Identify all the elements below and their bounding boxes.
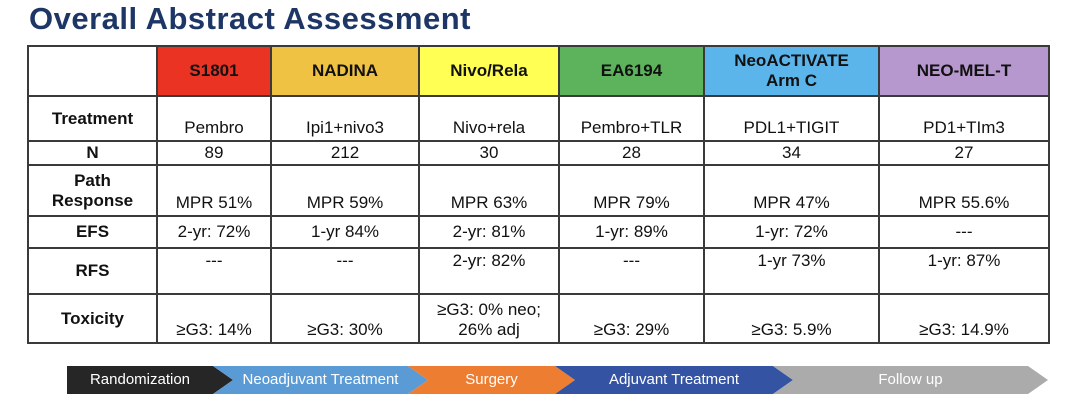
- table-cell: 2-yr: 72%: [158, 217, 272, 249]
- row-label-treatment: Treatment: [29, 97, 158, 142]
- table-cell: PD1+TIm3: [880, 97, 1050, 142]
- table-row-rfs: RFS --- --- 2-yr: 82% --- 1-yr 73% 1-yr:…: [29, 249, 1050, 295]
- table-cell: ---: [158, 249, 272, 295]
- flow-step-neoadjuvant-treatment: Neoadjuvant Treatment: [213, 366, 428, 394]
- trials-table: S1801 NADINA Nivo/Rela EA6194 NeoACTIVAT…: [27, 45, 1050, 344]
- table-cell: 34: [705, 142, 880, 166]
- row-label-efs: EFS: [29, 217, 158, 249]
- table-cell: ≥G3: 0% neo; 26% adj: [420, 295, 560, 344]
- table-cell: Pembro+TLR: [560, 97, 705, 142]
- table-row-toxicity: Toxicity ≥G3: 14% ≥G3: 30% ≥G3: 0% neo; …: [29, 295, 1050, 344]
- table-cell: ---: [560, 249, 705, 295]
- trial-timeline-flow: Randomization Neoadjuvant Treatment Surg…: [67, 366, 1048, 394]
- row-label-n: N: [29, 142, 158, 166]
- flow-step-surgery: Surgery: [408, 366, 575, 394]
- table-row-path-response: Path Response MPR 51% MPR 59% MPR 63% MP…: [29, 166, 1050, 217]
- table-cell: Pembro: [158, 97, 272, 142]
- table-row-n: N 89 212 30 28 34 27: [29, 142, 1050, 166]
- column-header-nivo-rela: Nivo/Rela: [420, 47, 560, 97]
- column-header-neo-mel-t: NEO-MEL-T: [880, 47, 1050, 97]
- table-cell: 1-yr 73%: [705, 249, 880, 295]
- table-cell: 1-yr 84%: [272, 217, 420, 249]
- table-cell: 1-yr: 72%: [705, 217, 880, 249]
- table-cell: MPR 59%: [272, 166, 420, 217]
- table-cell: ≥G3: 29%: [560, 295, 705, 344]
- table-cell: 28: [560, 142, 705, 166]
- column-header-s1801: S1801: [158, 47, 272, 97]
- table-cell: 1-yr: 87%: [880, 249, 1050, 295]
- column-header-ea6194: EA6194: [560, 47, 705, 97]
- table-cell: ---: [880, 217, 1050, 249]
- flow-step-randomization: Randomization: [67, 366, 233, 394]
- column-header-blank: [29, 47, 158, 97]
- column-header-nadina: NADINA: [272, 47, 420, 97]
- table-cell: MPR 55.6%: [880, 166, 1050, 217]
- table-cell: 1-yr: 89%: [560, 217, 705, 249]
- table-cell: ≥G3: 14.9%: [880, 295, 1050, 344]
- table-cell: MPR 47%: [705, 166, 880, 217]
- table-cell: ≥G3: 5.9%: [705, 295, 880, 344]
- table-cell: 212: [272, 142, 420, 166]
- column-header-neoactivate: NeoACTIVATE Arm C: [705, 47, 880, 97]
- table-cell: ---: [272, 249, 420, 295]
- row-label-path-response: Path Response: [29, 166, 158, 217]
- table-cell: 2-yr: 81%: [420, 217, 560, 249]
- table-cell: 27: [880, 142, 1050, 166]
- flow-step-follow-up: Follow up: [773, 366, 1048, 394]
- flow-step-adjuvant-treatment: Adjuvant Treatment: [555, 366, 793, 394]
- row-label-rfs: RFS: [29, 249, 158, 295]
- table-cell: MPR 51%: [158, 166, 272, 217]
- table-cell: 30: [420, 142, 560, 166]
- table-cell: 2-yr: 82%: [420, 249, 560, 295]
- table-cell: PDL1+TIGIT: [705, 97, 880, 142]
- table-cell: ≥G3: 30%: [272, 295, 420, 344]
- table-cell: ≥G3: 14%: [158, 295, 272, 344]
- table-cell: MPR 63%: [420, 166, 560, 217]
- page-title: Overall Abstract Assessment: [29, 1, 471, 36]
- table-cell: MPR 79%: [560, 166, 705, 217]
- table-row-treatment: Treatment Pembro Ipi1+nivo3 Nivo+rela Pe…: [29, 97, 1050, 142]
- table-cell: 89: [158, 142, 272, 166]
- table-cell: Nivo+rela: [420, 97, 560, 142]
- table-cell: Ipi1+nivo3: [272, 97, 420, 142]
- table-row-efs: EFS 2-yr: 72% 1-yr 84% 2-yr: 81% 1-yr: 8…: [29, 217, 1050, 249]
- header-row: S1801 NADINA Nivo/Rela EA6194 NeoACTIVAT…: [29, 47, 1050, 97]
- row-label-toxicity: Toxicity: [29, 295, 158, 344]
